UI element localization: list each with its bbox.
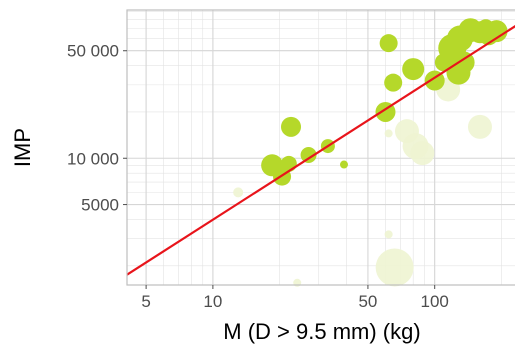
data-point-faded xyxy=(410,141,435,166)
x-axis-title: M (D > 9.5 mm) (kg) xyxy=(223,319,420,344)
panel-border xyxy=(126,9,515,286)
data-point-faded xyxy=(467,114,492,139)
data-point xyxy=(300,146,317,163)
data-point-faded xyxy=(233,187,244,198)
data-point-faded xyxy=(375,248,414,287)
data-point-faded xyxy=(384,129,393,138)
data-point xyxy=(384,73,403,92)
x-tick-label: 10 xyxy=(203,292,222,311)
y-tick-label: 5000 xyxy=(81,196,119,215)
x-axis-ticks: 5 10 50 100 xyxy=(141,285,449,311)
data-point xyxy=(379,34,398,53)
data-point xyxy=(476,19,495,38)
y-tick-label: 10 000 xyxy=(67,149,119,168)
points-layer xyxy=(233,18,508,287)
data-point xyxy=(281,116,302,137)
data-point-faded xyxy=(384,230,393,239)
data-point xyxy=(402,58,425,81)
y-axis-ticks: 5000 10 000 50 000 xyxy=(67,42,127,215)
x-tick-label: 100 xyxy=(421,292,449,311)
data-point-faded xyxy=(293,278,302,287)
x-tick-label: 50 xyxy=(358,292,377,311)
fit-line xyxy=(126,24,515,276)
data-point xyxy=(339,160,348,169)
grid-major xyxy=(127,10,515,285)
y-axis-title: IMP xyxy=(10,128,35,167)
data-point xyxy=(280,155,297,172)
y-tick-label: 50 000 xyxy=(67,42,119,61)
x-tick-label: 5 xyxy=(141,292,150,311)
